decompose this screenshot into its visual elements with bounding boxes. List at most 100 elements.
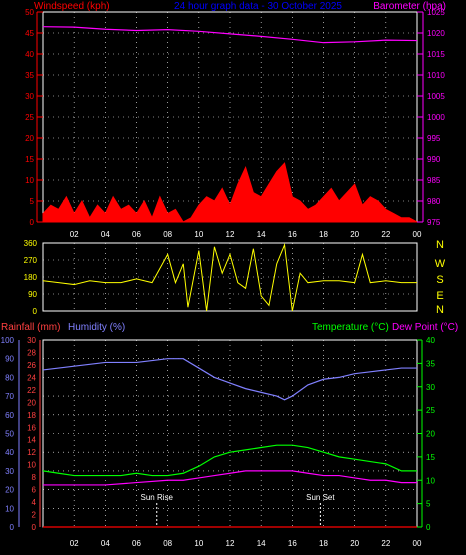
rainfall-title: Rainfall (mm): [1, 322, 60, 333]
temperature-series: [42, 444, 417, 477]
humidity-axis-tick: 50: [5, 430, 14, 439]
wind-axis-tick: 40: [25, 50, 34, 59]
baro-axis-tick: 1015: [427, 50, 445, 59]
bottom-x-tick: 20: [350, 539, 359, 548]
rain-axis-tick: 26: [27, 361, 36, 370]
barometer-series: [42, 26, 418, 44]
humidity-axis-tick: 90: [5, 355, 14, 364]
humidity-axis-tick: 80: [5, 373, 14, 382]
temp-axis-tick: 30: [426, 383, 435, 392]
bottom-x-tick: 16: [288, 539, 297, 548]
humidity-axis-tick: 60: [5, 411, 14, 420]
rain-axis-tick: 22: [27, 386, 36, 395]
temp-axis-tick: 15: [426, 453, 435, 462]
wind-axis-tick: 50: [25, 8, 34, 17]
temp-axis-tick: 10: [426, 476, 435, 485]
barometer-title: Barometer (hpa): [373, 1, 446, 12]
windspeed-title: Windspeed (kph): [34, 1, 110, 12]
sunset-label: Sun Set: [306, 493, 335, 502]
rain-axis-tick: 18: [27, 411, 36, 420]
temperature-title: Temperature (°C): [312, 322, 389, 333]
wind-axis-tick: 15: [25, 155, 34, 164]
humidity-title: Humidity (%): [68, 322, 125, 333]
top-x-tick: 20: [350, 230, 359, 239]
bottom-x-tick: 14: [257, 539, 266, 548]
bottom-x-tick: 10: [194, 539, 203, 548]
rain-axis-tick: 4: [32, 498, 37, 507]
compass-s: S: [436, 274, 443, 286]
baro-axis-tick: 1000: [427, 113, 445, 122]
top-x-tick: 08: [163, 230, 172, 239]
direction-axis-tick: 270: [24, 256, 38, 265]
temp-axis-tick: 25: [426, 406, 435, 415]
compass-n-top: N: [436, 239, 444, 251]
temp-axis-tick: 40: [426, 336, 435, 345]
climate-panel-frame: [42, 339, 418, 528]
top-x-tick: 06: [132, 230, 141, 239]
bottom-x-tick: 06: [132, 539, 141, 548]
bottom-x-tick: 12: [226, 539, 235, 548]
top-x-tick: 18: [319, 230, 328, 239]
baro-axis-tick: 1005: [427, 92, 445, 101]
wind-axis-tick: 10: [25, 176, 34, 185]
bottom-x-tick: 18: [319, 539, 328, 548]
temp-axis-tick: 20: [426, 430, 435, 439]
rain-axis-tick: 14: [27, 436, 36, 445]
bottom-x-tick: 22: [381, 539, 390, 548]
bottom-x-tick: 02: [70, 539, 79, 548]
humidity-axis-tick: 100: [1, 336, 15, 345]
top-x-tick: 00: [413, 230, 422, 239]
baro-axis-tick: 980: [427, 197, 441, 206]
baro-axis-tick: 1025: [427, 8, 445, 17]
wind-axis-tick: 5: [30, 197, 35, 206]
baro-axis-tick: 985: [427, 176, 441, 185]
humidity-axis-tick: 0: [10, 523, 15, 532]
humidity-axis-tick: 40: [5, 448, 14, 457]
baro-axis-tick: 1010: [427, 71, 445, 80]
bottom-x-tick: 00: [413, 539, 422, 548]
humidity-axis-tick: 10: [5, 504, 14, 513]
wind-axis-tick: 25: [25, 113, 34, 122]
baro-axis-tick: 995: [427, 134, 441, 143]
rain-axis-tick: 24: [27, 373, 36, 382]
rain-axis-tick: 0: [32, 523, 37, 532]
bottom-x-tick: 04: [101, 539, 110, 548]
top-x-tick: 04: [101, 230, 110, 239]
wind-axis-tick: 20: [25, 134, 34, 143]
windspeed-series: [42, 162, 418, 223]
wind-axis-tick: 45: [25, 29, 34, 38]
baro-axis-tick: 1020: [427, 29, 445, 38]
rain-axis-tick: 28: [27, 348, 36, 357]
direction-axis-tick: 360: [24, 239, 38, 248]
compass-e: E: [436, 290, 443, 302]
rain-axis-tick: 20: [27, 398, 36, 407]
wind-axis-tick: 35: [25, 71, 34, 80]
compass-n-bottom: N: [436, 304, 444, 316]
dew-point-series: [43, 470, 417, 486]
rain-axis-tick: 12: [27, 448, 36, 457]
humidity-axis-tick: 30: [5, 467, 14, 476]
wind-axis-tick: 30: [25, 92, 34, 101]
temp-axis-tick: 0: [426, 523, 431, 532]
baro-axis-tick: 975: [427, 218, 441, 227]
rain-axis-tick: 8: [32, 473, 37, 482]
compass-w: W: [435, 258, 446, 270]
bottom-x-tick: 08: [163, 539, 172, 548]
rain-axis-tick: 6: [32, 486, 37, 495]
top-x-tick: 14: [257, 230, 266, 239]
rain-axis-tick: 2: [32, 511, 37, 520]
humidity-axis-tick: 20: [5, 486, 14, 495]
top-x-tick: 10: [194, 230, 203, 239]
top-x-tick: 22: [381, 230, 390, 239]
wind-axis-tick: 0: [30, 218, 35, 227]
rain-axis-tick: 16: [27, 423, 36, 432]
dew-point-title: Dew Point (°C): [392, 322, 458, 333]
humidity-series: [42, 358, 417, 401]
humidity-axis-tick: 70: [5, 392, 14, 401]
temp-axis-tick: 35: [426, 359, 435, 368]
direction-axis-tick: 90: [28, 290, 37, 299]
top-x-tick: 12: [226, 230, 235, 239]
graph-date-title: 24 hour graph data - 30 October 2025: [174, 1, 342, 12]
